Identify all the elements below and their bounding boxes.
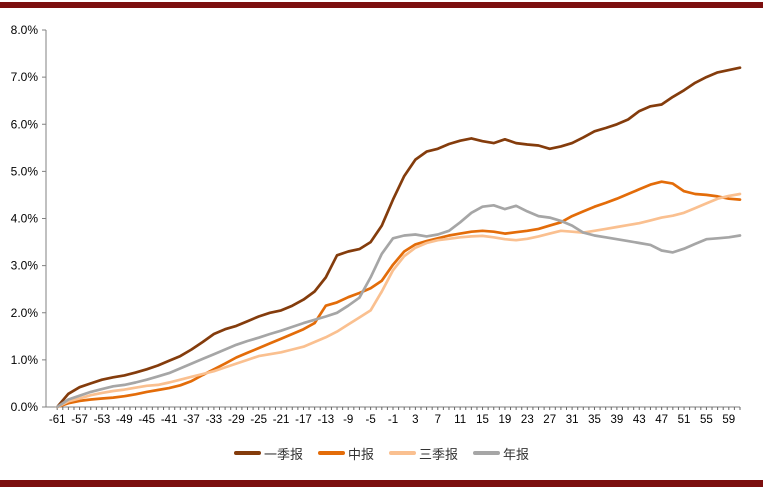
legend-marker-2 [389,451,416,455]
bottom-accent-bar [0,480,763,487]
x-axis-label: -25 [250,414,267,426]
legend-marker-1 [317,451,345,455]
x-axis-label: -57 [71,414,88,426]
chart-legend: 一季报 中报 三季报 年报 [0,443,763,463]
x-axis-label: 7 [435,414,441,426]
x-axis-label: 59 [722,414,735,426]
x-axis-label: -9 [343,414,353,426]
x-axis-label: 39 [610,414,623,426]
x-axis-label: 55 [700,414,713,426]
x-axis-label: -37 [183,414,200,426]
x-axis-label: 35 [588,414,601,426]
x-axis-label: 15 [476,414,489,426]
legend-item-1: 中报 [317,444,374,463]
x-axis-label: -53 [94,414,111,426]
x-axis-label: -41 [161,414,178,426]
y-axis-label: 2.0% [11,306,39,320]
y-axis-label: 7.0% [11,70,39,84]
series-line-1 [55,180,742,409]
legend-marker-0 [233,451,261,455]
x-axis-label: -61 [49,414,66,426]
y-axis-label: 4.0% [11,212,39,226]
x-axis-label: 31 [566,414,579,426]
x-axis-label: -13 [318,414,335,426]
legend-label-2: 三季报 [419,446,459,462]
x-axis-label: -45 [138,414,155,426]
x-axis-label: -5 [365,414,375,426]
x-axis-label: -1 [388,414,398,426]
x-axis-label: -21 [273,414,290,426]
x-axis-label: 11 [454,414,466,426]
y-axis-label: 1.0% [11,353,39,367]
legend-label-1: 中报 [347,446,374,462]
x-axis-label: 19 [499,414,512,426]
x-axis-label: 27 [543,414,556,426]
legend-label-3: 年报 [503,446,530,462]
legend-marker-3 [473,451,501,455]
x-axis-label: 47 [655,414,668,426]
y-axis-label: 0.0% [11,400,39,414]
x-axis-label: 51 [678,414,691,426]
legend-item-3: 年报 [473,444,529,463]
legend-item-0: 一季报 [233,444,303,463]
y-axis-label: 3.0% [11,259,39,273]
x-axis-label: 3 [412,414,418,426]
series-line-2 [55,192,742,409]
x-axis-label: -49 [116,414,133,426]
top-accent-bar [0,2,763,8]
series-line-0 [55,66,742,409]
x-axis-label: -29 [228,414,245,426]
series-line-3 [55,203,742,409]
x-axis-label: -33 [206,414,223,426]
y-axis-label: 5.0% [11,164,39,178]
x-axis-label: -17 [295,414,312,426]
x-axis-label: 43 [633,414,646,426]
x-axis-label: 23 [521,414,534,426]
y-axis-label: 6.0% [11,117,39,131]
legend-label-0: 一季报 [263,446,303,462]
y-axis-label: 8.0% [11,23,39,37]
legend-item-2: 三季报 [389,444,458,463]
